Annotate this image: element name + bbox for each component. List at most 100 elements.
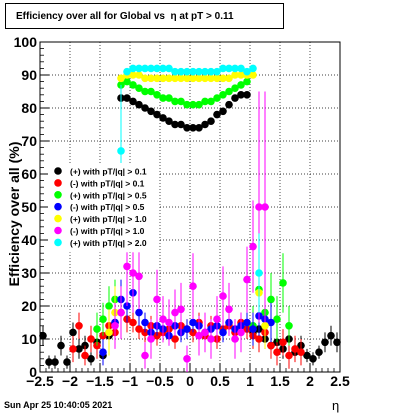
- data-point: [159, 74, 167, 83]
- data-point: [141, 64, 149, 73]
- data-point: [165, 94, 173, 102]
- data-point: [141, 87, 149, 96]
- data-point: [141, 318, 149, 327]
- data-point: [123, 77, 131, 86]
- data-point: [159, 64, 167, 73]
- data-point: [303, 351, 311, 360]
- data-point: [147, 64, 155, 73]
- data-point: [261, 322, 269, 330]
- legend-marker: [54, 179, 62, 187]
- x-tick-label: −0.5: [146, 373, 174, 389]
- data-point: [213, 110, 221, 119]
- data-point: [39, 331, 47, 340]
- data-point: [69, 328, 77, 337]
- data-point: [243, 275, 251, 284]
- data-point: [207, 74, 215, 83]
- y-tick-label: 30: [21, 265, 37, 281]
- data-point: [177, 120, 185, 129]
- data-point: [93, 325, 101, 333]
- data-point: [225, 87, 233, 96]
- x-tick-label: −1.5: [86, 373, 114, 389]
- data-point: [321, 338, 329, 347]
- data-point: [243, 67, 251, 76]
- data-point: [141, 328, 149, 337]
- data-point: [213, 67, 221, 76]
- y-tick-label: 60: [21, 166, 37, 182]
- data-point: [189, 67, 197, 76]
- data-point: [105, 302, 113, 310]
- data-point: [153, 64, 161, 73]
- data-point: [177, 305, 185, 314]
- x-tick-label: 0.5: [210, 373, 230, 389]
- y-axis-label: Efficiency over all (%): [6, 141, 22, 287]
- y-tick-label: 50: [21, 199, 37, 215]
- data-point: [99, 348, 107, 357]
- data-point: [225, 100, 233, 109]
- y-tick-label: 10: [21, 331, 37, 347]
- data-point: [183, 325, 191, 333]
- data-point: [99, 315, 107, 324]
- series-group: [111, 91, 269, 372]
- data-point: [69, 345, 77, 353]
- data-point: [219, 107, 227, 116]
- data-point: [207, 67, 215, 76]
- data-point: [81, 351, 89, 360]
- data-point: [117, 308, 125, 317]
- data-point: [87, 335, 95, 343]
- data-point: [201, 120, 209, 129]
- data-point: [165, 318, 173, 327]
- y-tick-label: 40: [21, 232, 37, 248]
- data-point: [147, 335, 155, 343]
- data-point: [189, 318, 197, 327]
- data-point: [177, 67, 185, 76]
- legend-label: (-) with pT/|q| > 0.5: [70, 202, 145, 212]
- legend-box: [48, 163, 158, 253]
- data-point: [153, 110, 161, 119]
- legend: (+) with pT/|q| > 0.1(-) with pT/|q| > 0…: [48, 163, 158, 253]
- axis-ticks: −2.5 −2 −1.5 −1 −0.5 0 0.5 1 1.5 2 2.5 0 10 20 30 40 50 6…: [14, 34, 350, 389]
- data-point: [45, 358, 53, 366]
- data-point: [267, 318, 275, 327]
- data-point: [153, 295, 161, 304]
- legend-label: (+) with pT/|q| > 1.0: [70, 214, 147, 224]
- data-point: [177, 97, 185, 106]
- data-point: [159, 94, 167, 102]
- data-point: [75, 345, 83, 353]
- legend-label: (+) with pT/|q| > 2.0: [70, 238, 147, 248]
- x-tick-label: −1: [122, 373, 138, 389]
- data-point: [243, 91, 251, 99]
- data-point: [201, 67, 209, 76]
- data-point: [195, 67, 203, 76]
- data-point: [135, 71, 143, 79]
- data-point: [237, 71, 245, 79]
- data-point: [63, 358, 71, 366]
- y-tick-label: 20: [21, 298, 37, 314]
- data-point: [171, 97, 179, 106]
- data-point: [117, 74, 125, 83]
- x-tick-label: −2.5: [26, 373, 54, 389]
- data-point: [171, 67, 179, 76]
- x-tick-label: 1.5: [270, 373, 290, 389]
- data-point: [123, 94, 131, 102]
- data-point: [165, 117, 173, 125]
- legend-label: (+) with pT/|q| > 0.1: [70, 167, 147, 177]
- chart-title: Efficiency over all for Global vs η at p…: [5, 3, 284, 29]
- data-point: [165, 74, 173, 83]
- data-point: [231, 64, 239, 73]
- data-point: [105, 328, 113, 337]
- legend-marker: [54, 167, 62, 175]
- data-point: [129, 318, 137, 327]
- timestamp-footer: Sun Apr 25 10:40:05 2021: [4, 400, 113, 410]
- legend-marker: [54, 214, 62, 223]
- data-point: [129, 269, 137, 277]
- legend-label: (-) with pT/|q| > 0.1: [70, 178, 145, 188]
- data-point: [189, 100, 197, 109]
- legend-label: (+) with pT/|q| > 0.5: [70, 190, 147, 200]
- data-point: [279, 338, 287, 347]
- data-point: [135, 325, 143, 333]
- data-point: [249, 71, 257, 79]
- data-point: [207, 117, 215, 125]
- data-point: [51, 358, 59, 366]
- x-tick-label: −2: [62, 373, 78, 389]
